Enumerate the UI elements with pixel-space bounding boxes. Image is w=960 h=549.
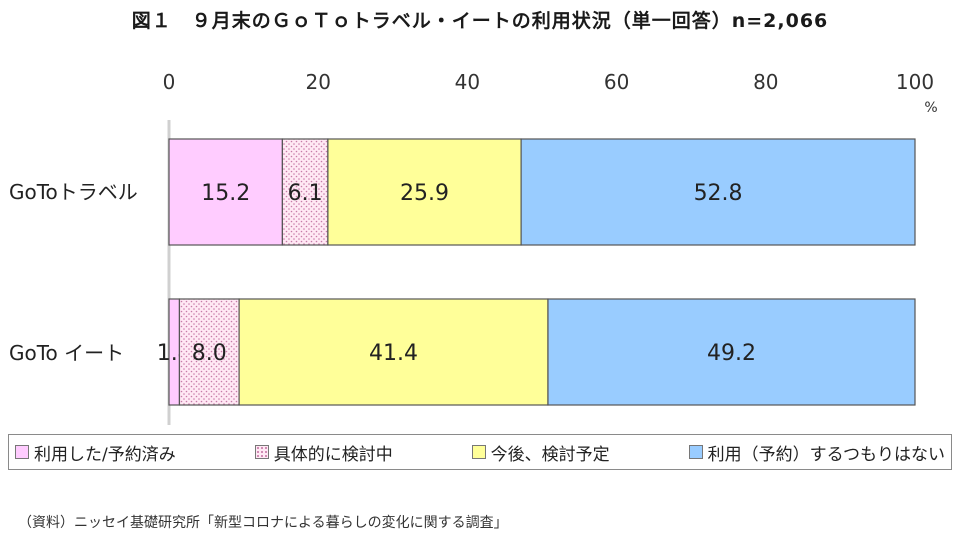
category-label: GoToトラベル <box>9 180 138 204</box>
bars-layer: 15.2 6.1 25.9 52.81.4 8.0 41.4 49.2 <box>157 138 916 406</box>
legend-label: 具体的に検討中 <box>273 444 393 465</box>
x-axis-unit: % <box>924 100 937 116</box>
bar-segment <box>238 298 549 406</box>
x-tick-label: 40 <box>455 70 480 94</box>
bar-segment <box>178 298 240 406</box>
x-tick-label: 100 <box>896 70 934 94</box>
source-note: （資料）ニッセイ基礎研究所「新型コロナによる暮らしの変化に関する調査」 <box>18 515 508 531</box>
data-label: 6.1 <box>288 181 323 206</box>
bar-segment <box>547 298 916 406</box>
legend-item: 利用（予約）するつもりはない <box>688 440 945 465</box>
legend-item: 利用した/予約済み <box>15 440 176 465</box>
data-label: 25.9 <box>400 181 449 206</box>
legend-swatch <box>254 445 269 459</box>
axis-layer: 0 20 40 60 80 100% GoToトラベル GoTo イート <box>9 70 938 425</box>
legend-swatch <box>15 445 29 459</box>
legend: 利用した/予約済み 具体的に検討中 今後、検討予定 利用（予約）するつもりはない <box>8 434 952 470</box>
legend-label: 今後、検討予定 <box>490 444 610 465</box>
legend-item: 具体的に検討中 <box>254 440 393 465</box>
legend-swatch <box>688 445 703 459</box>
legend-item: 今後、検討予定 <box>471 440 610 465</box>
x-tick-label: 0 <box>163 70 176 94</box>
chart-plot: 0 20 40 60 80 100% GoToトラベル GoTo イート 15.2 6.1 25.… <box>9 70 938 425</box>
data-label: 52.8 <box>694 181 743 206</box>
bar-segment <box>520 138 916 246</box>
data-label: 8.0 <box>192 341 227 366</box>
bar-segment <box>327 138 522 246</box>
x-tick-label: 20 <box>305 70 330 94</box>
x-tick-label: 80 <box>753 70 778 94</box>
category-label: GoTo イート <box>9 341 124 365</box>
legend-label: 利用（予約）するつもりはない <box>707 444 945 465</box>
legend-swatch <box>471 445 486 459</box>
legend-label: 利用した/予約済み <box>34 444 176 465</box>
chart-title: 図１ ９月末のＧｏＴｏトラベル・イートの利用状況（単一回答）n=2,066 <box>131 10 829 32</box>
data-label: 41.4 <box>369 341 418 366</box>
x-tick-label: 60 <box>604 70 629 94</box>
data-label: 49.2 <box>707 341 756 366</box>
data-label: 15.2 <box>201 181 250 206</box>
